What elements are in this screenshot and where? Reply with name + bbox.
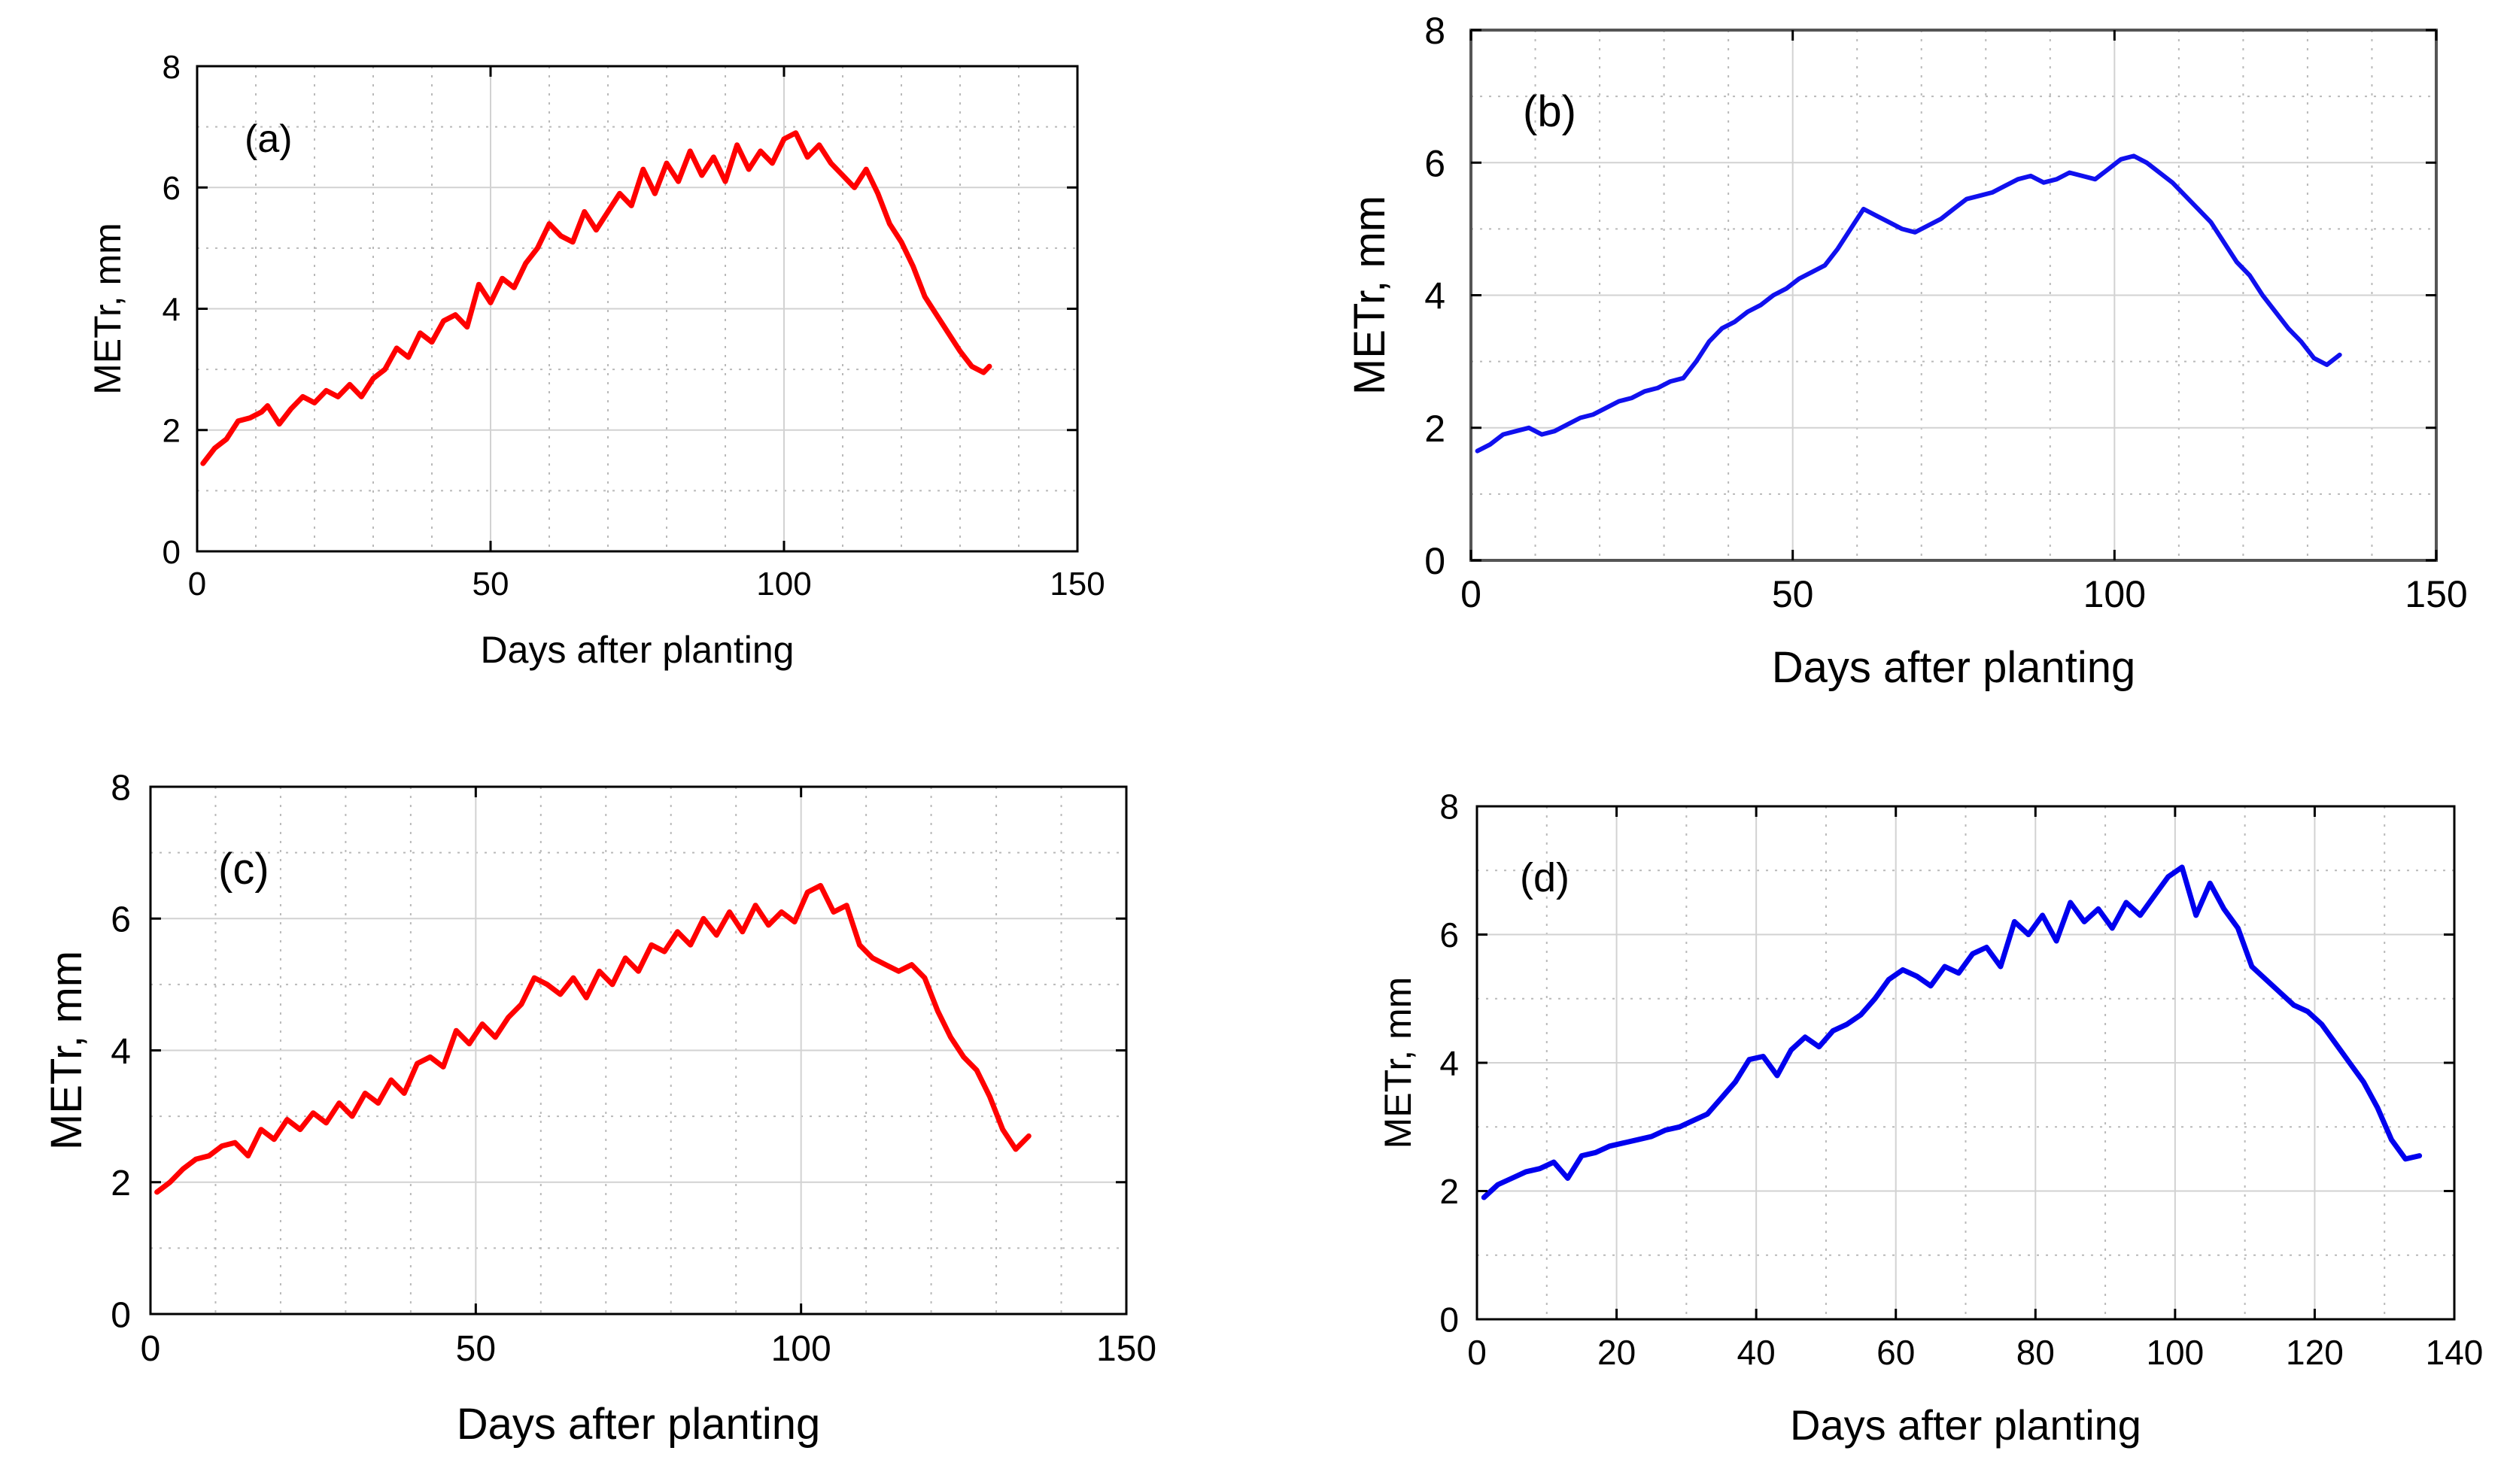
x-tick-label: 0	[141, 1329, 161, 1369]
y-axis-title: METr, mm	[87, 223, 129, 395]
panel-label: (a)	[245, 117, 293, 161]
x-tick-label: 50	[473, 566, 509, 602]
y-tick-label: 0	[1439, 1300, 1459, 1340]
series-line-b	[1475, 153, 2342, 454]
y-tick-label: 6	[111, 900, 131, 940]
chart-panel-a: 0 50 100 150 0 2 4 6 8 Days after planting METr, m…	[87, 49, 1105, 671]
x-tick-label: 60	[1876, 1333, 1915, 1372]
x-axis-title: Days after planting	[1790, 1401, 2141, 1449]
y-tick-label: 8	[1439, 788, 1459, 827]
x-axis-title: Days after planting	[481, 629, 795, 671]
x-axis-title: Days after planting	[1772, 643, 2136, 692]
y-tick-label: 0	[111, 1295, 131, 1335]
y-tick-label: 8	[111, 768, 131, 808]
y-tick-label: 0	[1424, 540, 1445, 582]
x-tick-label: 100	[771, 1329, 831, 1369]
y-tick-label: 6	[163, 170, 181, 207]
x-tick-label: 50	[456, 1329, 496, 1369]
x-tick-label: 0	[1460, 573, 1481, 615]
chart-panel-d: 0 20 40 60 80 100 120 140 0 2 4 6 8 Days after planti…	[1377, 788, 2483, 1449]
x-tick-label: 150	[2405, 573, 2467, 615]
x-tick-label: 150	[1096, 1329, 1156, 1369]
x-tick-label: 20	[1597, 1333, 1636, 1372]
x-tick-label: 0	[1467, 1333, 1487, 1372]
y-axis-title: METr, mm	[1345, 196, 1394, 395]
x-tick-label: 0	[188, 566, 206, 602]
x-tick-label: 100	[756, 566, 811, 602]
chart-panel-b: 0 50 100 150 0 2 4 6 8 Days after planting METr, m…	[1345, 10, 2468, 692]
y-axis-title: METr, mm	[42, 951, 91, 1150]
y-tick-label: 8	[1424, 10, 1445, 52]
y-tick-label: 2	[111, 1164, 131, 1203]
y-tick-label: 6	[1424, 142, 1445, 184]
x-tick-label: 100	[2083, 573, 2146, 615]
x-tick-label: 40	[1737, 1333, 1776, 1372]
y-tick-label: 0	[163, 534, 181, 571]
x-tick-label: 140	[2426, 1333, 2484, 1372]
chart-panel-c: 0 50 100 150 0 2 4 6 8 Days after planting METr, m…	[42, 768, 1156, 1449]
panel-label: (c)	[218, 845, 269, 894]
y-tick-label: 4	[163, 291, 181, 328]
x-axis-title: Days after planting	[457, 1400, 821, 1449]
y-tick-label: 4	[1439, 1044, 1459, 1083]
series-line-d	[1481, 864, 2423, 1200]
y-tick-label: 2	[163, 413, 181, 450]
x-tick-label: 150	[1050, 566, 1105, 602]
y-tick-label: 4	[1424, 275, 1445, 317]
y-tick-label: 4	[111, 1032, 131, 1072]
x-tick-label: 100	[2146, 1333, 2204, 1372]
panel-label: (d)	[1520, 855, 1570, 900]
x-tick-label: 120	[2286, 1333, 2344, 1372]
panel-label: (b)	[1523, 87, 1576, 136]
y-tick-label: 8	[163, 49, 181, 86]
y-tick-label: 2	[1424, 408, 1445, 450]
y-tick-label: 2	[1439, 1172, 1459, 1211]
y-axis-title: METr, mm	[1377, 977, 1419, 1149]
y-tick-label: 6	[1439, 915, 1459, 954]
x-tick-label: 80	[2016, 1333, 2055, 1372]
series-line-c	[154, 882, 1032, 1195]
series-line-a	[200, 130, 992, 466]
x-tick-label: 50	[1772, 573, 1814, 615]
